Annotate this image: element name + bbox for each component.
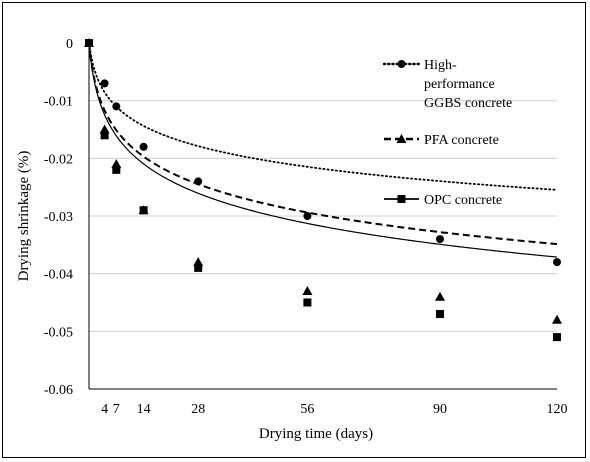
circle-marker: [553, 258, 561, 267]
x-tick-label: 56: [300, 402, 314, 417]
chart-frame: [2, 2, 586, 458]
y-tick-label: -0.01: [44, 95, 73, 110]
triangle-marker: [193, 257, 204, 267]
legend-triangle-marker: [396, 134, 407, 143]
square-marker: [553, 333, 561, 342]
square-marker: [85, 39, 93, 47]
triangle-marker: [302, 285, 313, 295]
trend-line: [88, 42, 558, 191]
y-axis-label: Drying shrinkage (%): [16, 151, 32, 282]
y-tick-label: -0.03: [44, 210, 73, 225]
x-tick-label: 120: [547, 402, 568, 417]
tick-labels: 0 -0.01 -0.02 -0.03 -0.04 -0.05 -0.06 4 7 14 28 56 9…: [44, 37, 568, 417]
trend-lines: [88, 42, 558, 258]
data-markers: [84, 38, 562, 342]
square-marker: [303, 298, 312, 307]
circle-marker: [100, 79, 109, 88]
circle-marker: [303, 212, 312, 220]
legend-label: performance: [424, 77, 495, 92]
trend-line: [88, 42, 558, 246]
axes: [88, 43, 557, 390]
circle-marker: [112, 102, 121, 111]
x-tick-label: 28: [191, 402, 205, 417]
triangle-marker: [111, 159, 122, 169]
legend-label: PFA concrete: [424, 133, 499, 148]
triangle-marker: [552, 314, 562, 324]
trend-line: [88, 42, 558, 258]
legend-label: GGBS concrete: [424, 96, 512, 111]
circle-marker: [436, 235, 444, 244]
legend-label: High-: [424, 58, 457, 73]
legend-circle-marker: [397, 60, 406, 68]
x-tick-label: 14: [137, 402, 151, 417]
square-marker: [194, 263, 203, 272]
triangle-marker: [99, 124, 110, 134]
y-tick-label: 0: [66, 37, 73, 52]
circle-marker: [194, 177, 203, 186]
square-marker: [436, 310, 444, 319]
legend: High-performance GGBS concrete PFA concret…: [382, 58, 512, 208]
square-marker: [139, 206, 148, 215]
square-marker: [112, 165, 121, 174]
x-axis-label: Drying time (days): [259, 426, 373, 442]
legend-label: OPC concrete: [424, 193, 502, 208]
y-tick-label: -0.04: [44, 268, 73, 283]
y-tick-label: -0.05: [44, 325, 73, 340]
x-tick-label: 90: [433, 402, 447, 417]
x-tick-label: 4: [101, 402, 108, 417]
square-marker: [100, 131, 109, 140]
triangle-marker: [435, 291, 445, 301]
circle-marker: [139, 142, 148, 151]
legend-square-marker: [397, 195, 406, 203]
x-tick-label: 7: [113, 402, 120, 417]
y-tick-label: -0.02: [44, 152, 73, 167]
y-tick-label: -0.06: [44, 383, 73, 398]
